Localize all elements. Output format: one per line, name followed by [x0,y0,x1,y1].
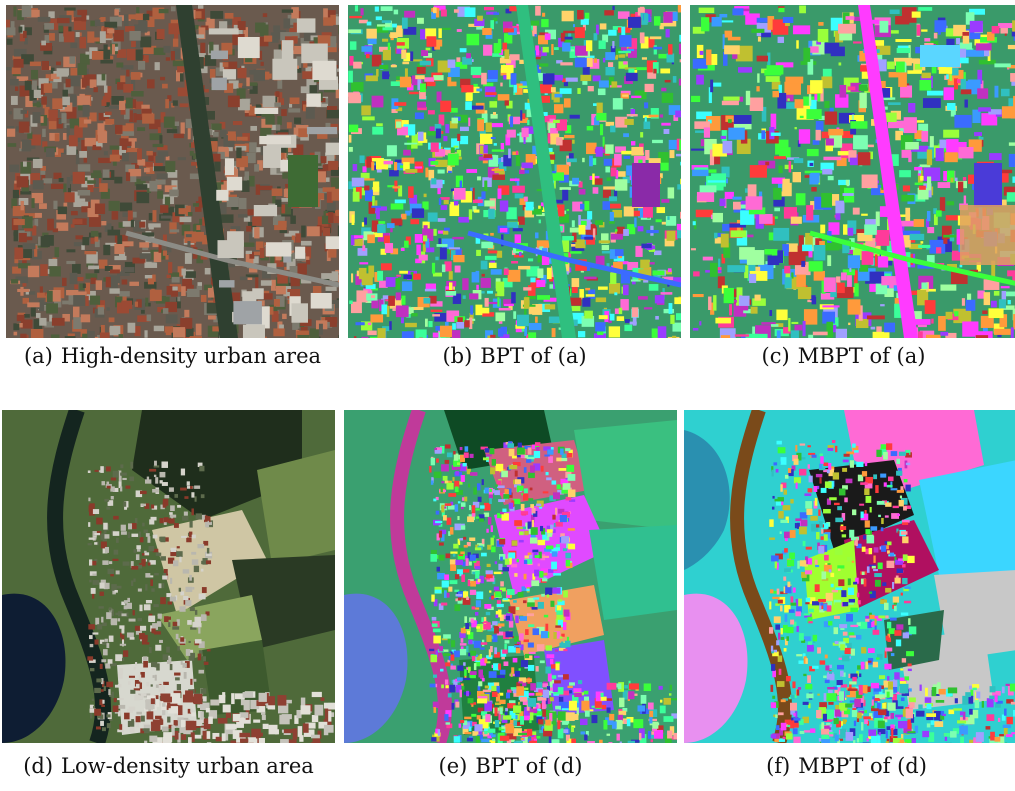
caption-d-text: Low-density urban area [61,754,314,778]
caption-c: (c) MBPT of (a) [677,343,1010,369]
caption-a: (a) High-density urban area [6,343,339,369]
mbpt-segmentation-a [690,5,1015,338]
caption-e-label: (e) [438,754,468,778]
caption-c-label: (c) [761,344,790,368]
panel-b-image [348,5,681,338]
bpt-segmentation-a [348,5,681,338]
panel-a-image [6,5,339,338]
caption-b: (b) BPT of (a) [348,343,681,369]
caption-a-text: High-density urban area [60,344,322,368]
caption-f-label: (f) [766,754,791,778]
panel-f-image [684,410,1015,743]
caption-f-text: MBPT of (d) [798,754,927,778]
mbpt-segmentation-d [684,410,1015,743]
caption-d-label: (d) [23,754,54,778]
caption-f: (f) MBPT of (d) [680,753,1013,779]
panel-d-image [2,410,335,743]
caption-d: (d) Low-density urban area [2,753,335,779]
bpt-segmentation-d [344,410,677,743]
high-density-urban-photo [6,5,339,338]
caption-b-text: BPT of (a) [480,344,587,368]
panel-e-image [344,410,677,743]
low-density-urban-photo [2,410,335,743]
caption-a-label: (a) [23,344,53,368]
caption-e-text: BPT of (d) [475,754,583,778]
panel-c-image [690,5,1015,338]
caption-c-text: MBPT of (a) [797,344,926,368]
caption-b-label: (b) [442,344,473,368]
caption-e: (e) BPT of (d) [344,753,677,779]
